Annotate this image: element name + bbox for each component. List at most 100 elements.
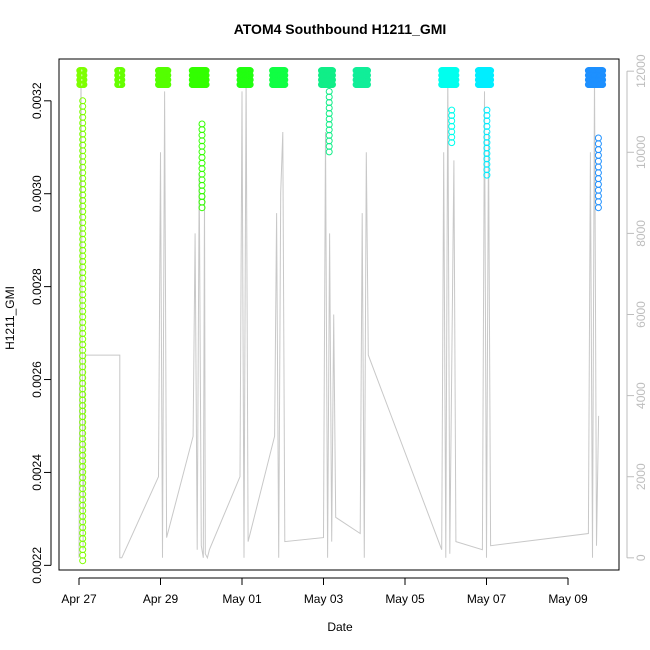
data-point <box>198 204 206 212</box>
data-point <box>329 76 336 84</box>
data-point <box>483 150 491 157</box>
x-axis: Apr 27 Apr 29 May 01 May 03 May 05 May 07 May … <box>61 577 588 606</box>
data-point <box>594 146 602 154</box>
x-tick-label: May 03 <box>304 592 344 606</box>
data-point <box>594 157 602 165</box>
data-point <box>594 163 602 171</box>
data-point <box>246 67 254 75</box>
x-tick-label: Apr 29 <box>143 592 179 606</box>
data-point <box>452 67 460 75</box>
y-tick-label: 0.0022 <box>30 547 44 584</box>
data-point <box>364 81 371 88</box>
y2-tick-label: 2000 <box>634 463 648 490</box>
data-point <box>329 81 336 88</box>
flight-apr29 <box>155 67 172 88</box>
x-tick-label: May 07 <box>467 592 507 606</box>
data-point <box>594 134 602 142</box>
flight-may09 <box>584 67 607 212</box>
data-point <box>483 160 491 168</box>
data-point <box>483 166 491 174</box>
data-point <box>448 139 456 147</box>
data-point <box>364 71 371 79</box>
y-tick-label: 0.0026 <box>30 361 44 398</box>
data-point <box>487 67 495 75</box>
data-point <box>80 81 88 88</box>
x-axis-label: Date <box>327 620 353 634</box>
flight-may04 <box>352 67 371 88</box>
x-tick-label: Apr 27 <box>61 592 97 606</box>
data-point <box>594 192 602 200</box>
data-point <box>594 186 602 194</box>
data-point <box>79 557 87 565</box>
data-point <box>325 148 333 156</box>
y2-tick-label: 6000 <box>634 301 648 328</box>
y-axis-label: H1211_GMI <box>3 286 17 350</box>
plot-border <box>58 58 620 571</box>
y-tick-label: 0.0028 <box>30 268 44 305</box>
data-point <box>599 67 607 75</box>
data-point <box>281 81 289 88</box>
data-point <box>329 67 336 75</box>
y2-tick-label: 4000 <box>634 382 648 409</box>
data-point <box>487 76 495 84</box>
data-point <box>202 67 210 75</box>
data-point <box>80 71 88 79</box>
x-tick-label: May 05 <box>385 592 425 606</box>
data-point <box>594 180 602 188</box>
data-point <box>281 71 289 79</box>
data-point <box>448 133 456 141</box>
data-point <box>594 198 602 206</box>
data-point <box>118 76 126 84</box>
data-point <box>246 71 254 79</box>
data-point <box>281 76 289 84</box>
chart-title: ATOM4 Southbound H1211_GMI <box>234 21 447 37</box>
data-point <box>483 171 491 179</box>
flight-may01 <box>236 67 254 88</box>
data-point <box>483 112 491 119</box>
data-point <box>594 140 602 148</box>
flight-may06 <box>438 67 460 147</box>
data-point <box>198 120 206 128</box>
data-point <box>246 81 254 88</box>
data-point <box>202 76 210 84</box>
secondary-y-axis: 0 2000 4000 6000 8000 10000 12000 <box>626 54 648 561</box>
data-point <box>594 169 602 177</box>
data-point <box>483 122 491 130</box>
data-point <box>483 155 491 163</box>
data-point <box>164 71 172 79</box>
y-tick-label: 0.0030 <box>30 175 44 212</box>
data-point <box>599 71 607 79</box>
data-point <box>281 67 289 75</box>
data-point <box>329 71 336 79</box>
data-point <box>594 204 602 212</box>
data-point <box>594 175 602 183</box>
y2-tick-label: 12000 <box>634 54 648 88</box>
data-point <box>246 76 254 84</box>
y-tick-label: 0.0032 <box>30 82 44 119</box>
flight-may07 <box>474 67 495 179</box>
data-point <box>448 112 456 119</box>
data-point <box>202 71 210 79</box>
plot-frame <box>58 58 620 571</box>
data-point <box>452 76 460 84</box>
data-point <box>164 81 172 88</box>
data-point <box>202 81 210 88</box>
altitude-trace <box>78 71 600 560</box>
y2-tick-label: 8000 <box>634 220 648 247</box>
data-point <box>483 106 491 114</box>
data-point <box>594 151 602 159</box>
x-tick-label: May 09 <box>548 592 588 606</box>
flight-may02 <box>269 67 289 88</box>
data-point <box>164 67 172 75</box>
y2-tick-label: 0 <box>634 554 648 561</box>
scatter-points <box>76 67 607 565</box>
data-point <box>599 76 607 84</box>
data-point <box>364 76 371 84</box>
data-point <box>118 71 126 79</box>
data-point <box>483 139 491 147</box>
y2-tick-label: 10000 <box>634 135 648 169</box>
flight-apr30 <box>188 67 210 212</box>
data-point <box>452 71 460 79</box>
